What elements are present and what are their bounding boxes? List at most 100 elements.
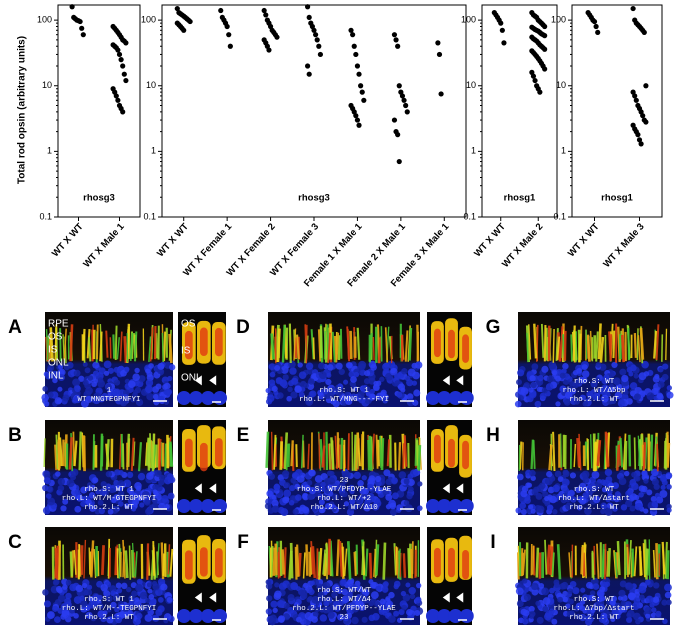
nucleus (581, 370, 590, 378)
nucleus (405, 582, 411, 588)
photoreceptor (597, 323, 602, 360)
nucleus (574, 398, 580, 405)
nucleus (606, 502, 614, 510)
micrograph (41, 312, 176, 408)
data-point (356, 122, 362, 128)
nucleus (379, 598, 386, 605)
photoreceptor (596, 440, 602, 466)
nucleus (318, 507, 325, 514)
data-point (542, 46, 548, 52)
nucleus (572, 587, 580, 595)
photoreceptor (580, 546, 585, 575)
nucleus (415, 582, 422, 589)
nucleus (643, 508, 649, 514)
data-point (274, 34, 280, 40)
nucleus (42, 484, 49, 492)
nucleus (124, 366, 130, 372)
nucleus (62, 498, 69, 505)
nucleus (656, 496, 664, 504)
nucleus (602, 613, 608, 619)
photoreceptor (276, 328, 281, 363)
data-point (438, 91, 444, 97)
y-tick-label: 1 (47, 146, 52, 156)
nucleus (104, 383, 112, 391)
nucleus (581, 394, 587, 400)
nucleus (351, 616, 359, 625)
nucleus (337, 613, 345, 621)
nucleus (411, 380, 418, 386)
nucleus (588, 594, 596, 602)
nucleus (381, 586, 389, 593)
nucleus (125, 586, 132, 593)
nucleus (515, 507, 522, 514)
arrowhead (209, 483, 217, 494)
nucleus (398, 471, 407, 479)
photoreceptor (305, 544, 309, 576)
data-point (542, 33, 548, 39)
nucleus (308, 469, 316, 477)
nucleus (350, 393, 358, 401)
nucleus (118, 365, 125, 371)
nucleus (522, 578, 528, 584)
photoreceptor (540, 323, 545, 358)
photoreceptor (327, 538, 331, 575)
nucleus (116, 587, 123, 594)
photoreceptor (612, 330, 616, 359)
nucleus (273, 592, 281, 601)
nucleus (612, 608, 619, 616)
nucleus (101, 392, 109, 401)
nucleus (555, 375, 562, 382)
nucleus (166, 388, 173, 395)
nucleus (72, 378, 81, 387)
nucleus (121, 582, 128, 590)
y-tick-label: 100 (461, 14, 476, 24)
data-point (359, 89, 365, 95)
photoreceptor (372, 336, 375, 361)
nucleus (294, 483, 301, 490)
nucleus (106, 595, 113, 602)
photoreceptor (58, 437, 64, 467)
nucleus (158, 395, 164, 402)
nucleus (341, 471, 349, 479)
nucleus (109, 585, 117, 593)
nucleus (309, 580, 315, 586)
nucleus (151, 497, 158, 504)
nucleus (288, 500, 295, 506)
nucleus (528, 605, 535, 613)
nucleus (271, 505, 280, 513)
data-point (218, 7, 224, 14)
nucleus (79, 599, 88, 608)
genotype-line: rho.L: WT/M--TEGPNFYI (62, 605, 157, 613)
photoreceptor (551, 552, 555, 577)
nucleus (619, 580, 627, 588)
nucleus (626, 489, 633, 496)
photoreceptor (556, 336, 561, 361)
micrograph (42, 420, 176, 516)
nucleus (336, 588, 343, 594)
nucleus (638, 492, 644, 498)
nucleus (107, 508, 114, 515)
nucleus (82, 379, 89, 386)
genotype-line: rho.S: WT 1 (84, 486, 134, 494)
nucleus (107, 367, 115, 374)
nucleus (266, 595, 273, 602)
nucleus (309, 390, 317, 398)
data-point (532, 77, 538, 84)
nucleus (128, 380, 136, 388)
photoreceptor (648, 441, 651, 468)
photoreceptor (134, 331, 138, 362)
nucleus (323, 600, 330, 607)
nucleus (103, 370, 110, 376)
nucleus (127, 498, 133, 504)
photoreceptor (318, 548, 323, 580)
nucleus (363, 503, 371, 512)
nucleus (570, 496, 577, 503)
data-point (115, 47, 121, 53)
nucleus (644, 579, 651, 586)
nucleus (324, 488, 331, 494)
genotype-line: rho.L: Δ7bp/Δstart (553, 605, 634, 613)
nucleus (414, 596, 422, 604)
nucleus (585, 615, 591, 622)
photoreceptor (337, 335, 341, 361)
nucleus (406, 399, 414, 406)
